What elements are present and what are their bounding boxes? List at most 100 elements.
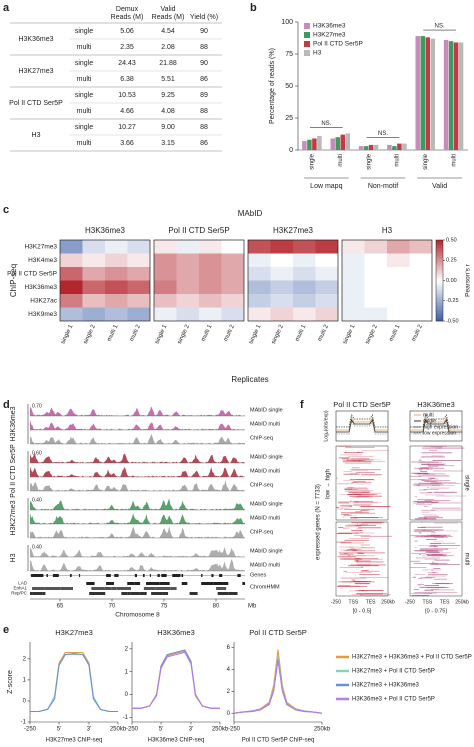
table-cell: 86 (200, 140, 208, 147)
x-tick-label: 250kb (455, 599, 469, 605)
colorbar-step (436, 294, 443, 297)
heatmap-texture (346, 487, 354, 489)
series-line (233, 660, 323, 714)
row-label: H3K9me3 (28, 311, 57, 318)
heatmap-texture (419, 492, 428, 494)
heatmap-cell (248, 280, 271, 294)
table-cell: 4.08 (161, 108, 175, 115)
y-tick-label: 2 (125, 646, 129, 652)
heatmap-texture (411, 592, 432, 594)
colorbar-step (436, 266, 443, 269)
bar (340, 134, 345, 150)
heatmap-texture (424, 500, 451, 502)
heatmap-texture (425, 494, 445, 496)
heatmap-cell (342, 294, 365, 308)
heatmap-texture (421, 480, 429, 482)
panel-label: d (3, 399, 10, 411)
heatmap-texture (343, 570, 348, 572)
panel-label: e (3, 624, 9, 636)
panel-label: a (3, 2, 10, 14)
x-tick-label: 250kb (212, 727, 229, 733)
series-line (132, 650, 220, 709)
heatmap-texture (350, 500, 352, 502)
heatmap-texture (338, 585, 351, 586)
heatmap-cell (315, 267, 338, 281)
heatmap-texture (426, 551, 438, 552)
colorbar-step (436, 260, 443, 263)
heatmap-cell (342, 240, 365, 254)
x-tick-label: 3' (189, 727, 193, 733)
heatmap-cell (270, 240, 293, 254)
heatmap-texture (432, 459, 462, 461)
heatmap-texture (346, 459, 374, 461)
track-label: MAbID multi (250, 515, 280, 521)
heatmap-cell (199, 267, 222, 281)
heatmap-texture (434, 478, 439, 480)
heatmap-cell (221, 294, 244, 308)
bar (397, 143, 402, 150)
heatmap-texture (341, 581, 352, 583)
heatmap-texture (427, 572, 439, 574)
bar (443, 39, 449, 150)
track-label: ChIP-seq (250, 482, 273, 488)
heatmap-texture (434, 559, 450, 561)
y-tick-label: 0 (227, 711, 231, 717)
heatmap-texture (431, 572, 436, 573)
heatmap-cell (293, 307, 316, 321)
heatmap-texture (340, 577, 367, 579)
chromhmm-segment (228, 592, 238, 595)
heatmap-texture (431, 509, 462, 511)
chromhmm-segment (130, 592, 140, 595)
heatmap-texture (426, 468, 433, 470)
heatmap-texture (430, 545, 461, 546)
heatmap-texture (426, 463, 430, 465)
heatmap-texture (432, 561, 435, 563)
heatmap-texture (338, 552, 364, 554)
heatmap-texture (426, 587, 447, 589)
heatmap-cell (293, 253, 316, 267)
heatmap-cell (270, 294, 293, 308)
heatmap-texture (352, 492, 382, 494)
track-label: MAbID multi (250, 421, 280, 427)
heatmap-texture (344, 564, 346, 565)
heatmap-texture (433, 530, 459, 532)
heatmap-texture (344, 452, 360, 454)
heatmap-cell (82, 253, 105, 267)
colorbar-step (436, 248, 443, 251)
colorbar-tick-label: 0.50 (446, 237, 457, 243)
colorbar-step (436, 276, 443, 279)
heatmap-cell (60, 280, 83, 294)
heatmap-cell (154, 253, 177, 267)
heatmap-texture (351, 594, 362, 596)
column-label: multi 1 (107, 323, 120, 342)
heatmap-texture (354, 473, 357, 474)
heatmap-texture (418, 489, 427, 491)
heatmap-texture (418, 532, 422, 534)
heatmap-texture (423, 505, 428, 507)
bar (307, 139, 312, 150)
colorbar-step (436, 254, 443, 257)
table-group: H3K36me3 (18, 36, 53, 43)
heatmap-texture (433, 522, 459, 524)
table-header: Valid (160, 6, 175, 13)
heatmap-texture (414, 591, 436, 593)
y-tick-label: 2 (23, 656, 27, 662)
x-tick-label: 5' (159, 727, 163, 733)
heatmap-texture (357, 564, 386, 566)
heatmap-texture (411, 552, 413, 554)
heatmap-texture (339, 505, 352, 507)
heatmap-texture (427, 492, 433, 493)
heatmap-texture (424, 558, 437, 560)
heatmap-texture (351, 481, 372, 483)
heatmap-cell (82, 307, 105, 321)
heatmap-texture (340, 542, 364, 544)
y-axis-label: ChIP-seq (9, 264, 18, 297)
heatmap-texture (415, 557, 441, 559)
bar (453, 42, 459, 151)
profile-frame (409, 410, 463, 442)
heatmap-texture (340, 454, 362, 456)
group-label: H3K27me3 (10, 500, 17, 535)
x-tick-label: TSS (348, 599, 358, 605)
chromhmm-segment (152, 582, 160, 585)
heatmap-texture (428, 545, 439, 547)
